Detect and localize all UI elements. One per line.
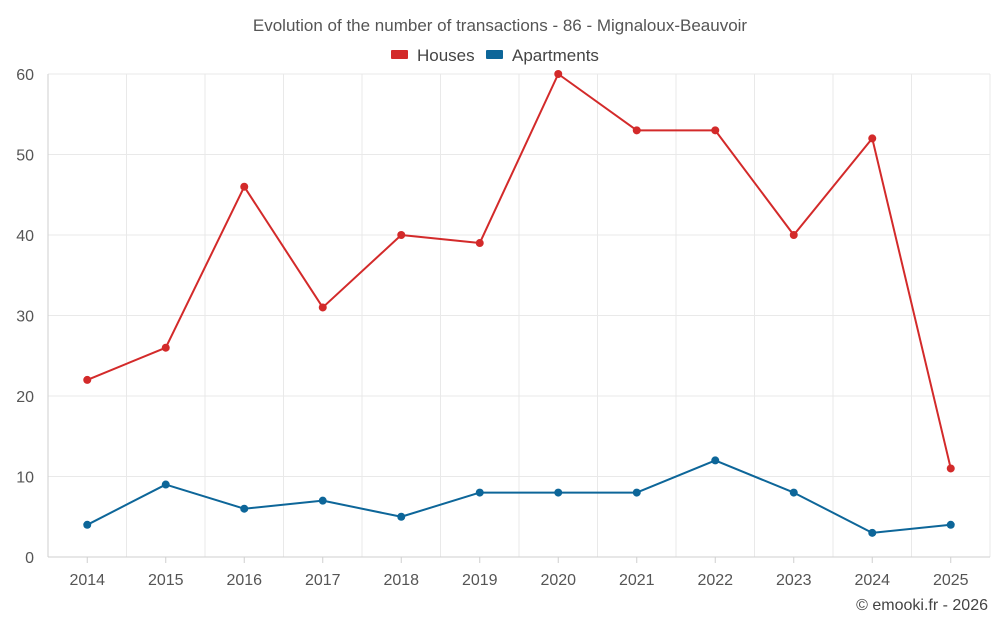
x-axis-ticks: 2014 2015 2016 2017 2018 2019 2020 2021 2022 2023…: [69, 557, 969, 589]
data-point-apartments-2022[interactable]: [711, 456, 720, 465]
y-tick-label: 60: [16, 67, 34, 84]
data-point-apartments-2016[interactable]: [240, 504, 249, 513]
legend: Houses Apartments: [391, 46, 599, 65]
legend-label-houses[interactable]: Houses: [417, 46, 475, 65]
y-axis-ticks: 0 10 20 30 40 50 60: [16, 67, 34, 567]
y-tick-label: 20: [16, 389, 34, 406]
x-tick-label: 2023: [776, 572, 812, 589]
data-point-houses-2025[interactable]: [946, 464, 955, 473]
data-point-houses-2020[interactable]: [554, 70, 563, 78]
x-tick-label: 2020: [540, 572, 576, 589]
chart-title: Evolution of the number of transactions …: [253, 16, 748, 35]
legend-swatch-houses[interactable]: [391, 50, 408, 59]
x-tick-label: 2014: [69, 572, 105, 589]
y-tick-label: 50: [16, 148, 34, 165]
series-apartments: [83, 456, 955, 537]
x-tick-label: 2024: [854, 572, 890, 589]
data-point-houses-2015[interactable]: [161, 343, 170, 352]
x-tick-label: 2019: [462, 572, 498, 589]
x-tick-label: 2016: [226, 572, 262, 589]
data-point-houses-2018[interactable]: [397, 231, 406, 239]
data-point-apartments-2024[interactable]: [868, 528, 877, 537]
series-houses: [83, 70, 955, 473]
x-tick-label: 2015: [148, 572, 184, 589]
y-tick-label: 10: [16, 470, 34, 487]
x-tick-label: 2025: [933, 572, 969, 589]
data-point-houses-2019[interactable]: [475, 239, 484, 248]
series-line-apartments: [86, 459, 951, 534]
data-point-houses-2022[interactable]: [711, 126, 720, 135]
x-tick-label: 2018: [383, 572, 419, 589]
series-line-houses: [86, 73, 952, 469]
grid: [47, 73, 991, 558]
data-point-apartments-2017[interactable]: [318, 496, 327, 505]
data-point-houses-2016[interactable]: [240, 182, 249, 191]
data-point-houses-2017[interactable]: [318, 303, 327, 312]
data-point-apartments-2015[interactable]: [161, 480, 170, 489]
data-point-houses-2023[interactable]: [789, 231, 798, 239]
legend-label-apartments[interactable]: Apartments: [512, 46, 599, 65]
data-point-apartments-2014[interactable]: [83, 520, 92, 529]
data-point-apartments-2018[interactable]: [397, 512, 406, 521]
data-point-apartments-2021[interactable]: [632, 488, 641, 497]
x-tick-label: 2022: [697, 572, 733, 589]
legend-swatch-apartments[interactable]: [486, 50, 503, 59]
data-point-apartments-2025[interactable]: [946, 520, 955, 529]
data-point-apartments-2023[interactable]: [789, 488, 798, 497]
y-tick-label: 40: [16, 228, 34, 245]
series-group: [83, 70, 955, 537]
credit-text: © emooki.fr - 2026: [856, 597, 988, 614]
data-point-apartments-2020[interactable]: [554, 488, 563, 497]
x-tick-label: 2017: [305, 572, 341, 589]
x-tick-label: 2021: [619, 572, 655, 589]
data-point-apartments-2019[interactable]: [475, 488, 484, 497]
data-point-houses-2014[interactable]: [83, 375, 92, 384]
y-tick-label: 0: [25, 550, 34, 567]
data-point-houses-2021[interactable]: [632, 126, 641, 135]
y-tick-label: 30: [16, 309, 34, 326]
data-point-houses-2024[interactable]: [868, 134, 877, 143]
